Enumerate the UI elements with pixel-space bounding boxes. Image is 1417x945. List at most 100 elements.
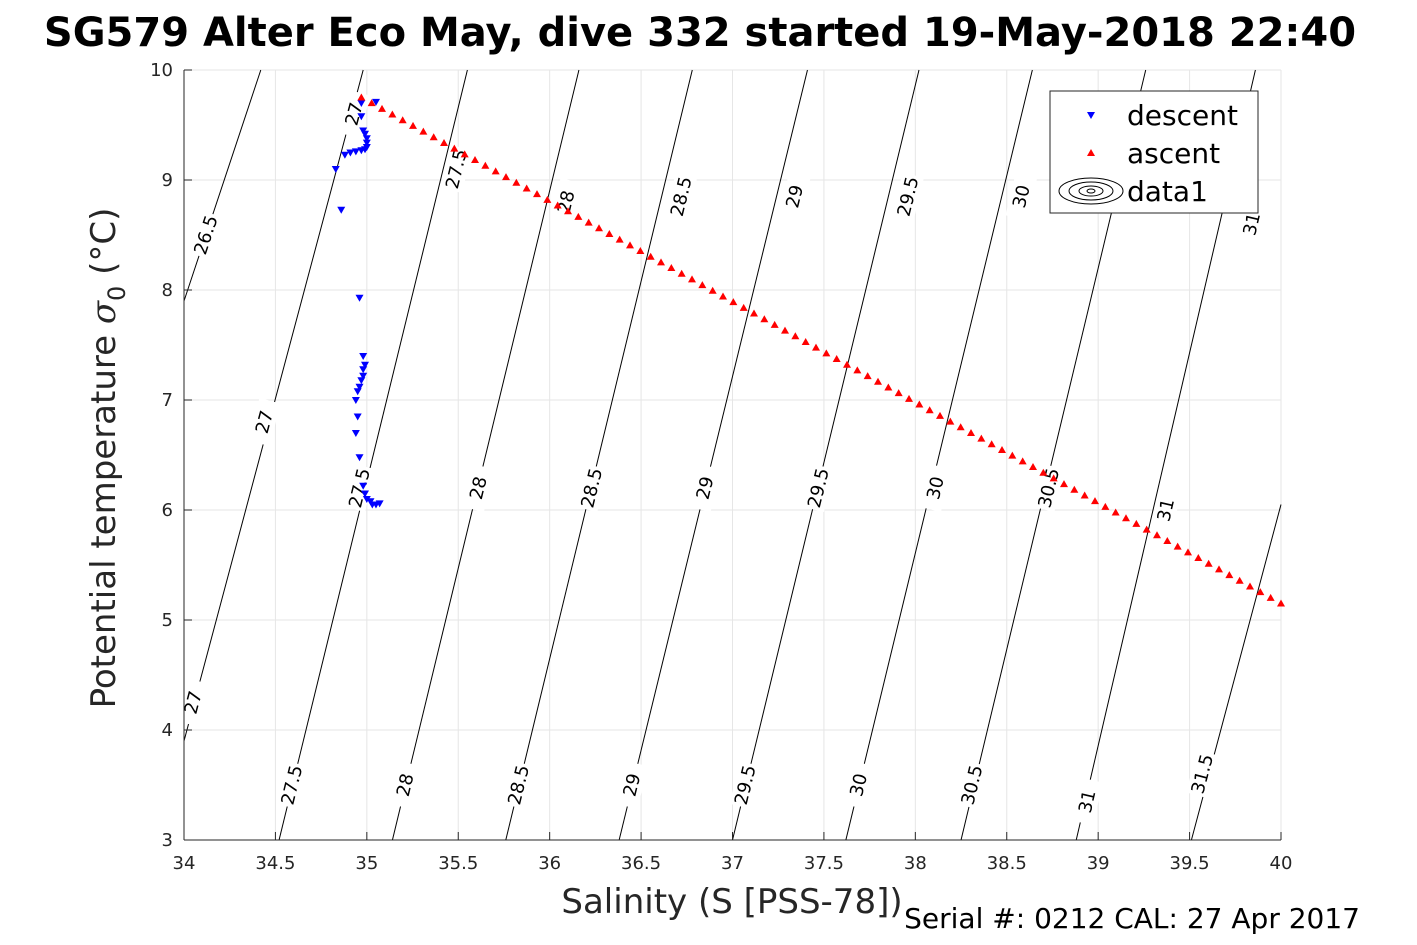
ascent-point	[367, 99, 376, 107]
ascent-point	[863, 372, 872, 380]
ascent-point	[894, 389, 903, 397]
contour-line	[278, 69, 468, 841]
contour-label-bg	[1150, 486, 1182, 534]
contour-label-text: 31	[1239, 211, 1265, 238]
contour-label-text: 31	[1075, 788, 1101, 815]
descent-point	[337, 206, 346, 214]
ascent-point	[388, 110, 397, 118]
ascent-point	[1049, 474, 1058, 482]
legend: descent ascent data1	[1049, 90, 1259, 214]
contour-label-bg	[502, 761, 535, 809]
ascent-point	[1246, 582, 1255, 590]
contour-label-bg	[248, 397, 281, 447]
legend-descent-label: descent	[1127, 99, 1238, 132]
y-tick-label: 5	[162, 610, 173, 631]
contour-label-text: 28	[393, 772, 419, 799]
contour-label-bg	[778, 172, 811, 221]
y-tick-label: 4	[162, 720, 173, 741]
descent-point	[357, 113, 366, 121]
contour-label-bg	[575, 464, 608, 512]
ascent-point	[770, 320, 779, 328]
contour-label: 31	[1150, 486, 1182, 534]
ascent-point	[1215, 565, 1224, 573]
legend-data1-label: data1	[1127, 175, 1208, 208]
ascent-point	[1111, 508, 1120, 516]
descent-point	[331, 166, 340, 173]
y-tick-label: 8	[162, 280, 173, 301]
ascent-point	[502, 173, 511, 181]
contour-label-bg	[1032, 464, 1065, 512]
y-tick-label: 10	[150, 60, 173, 81]
ascent-point	[1235, 576, 1244, 584]
ascent-point	[553, 201, 562, 209]
ascent-point	[605, 229, 614, 237]
contour-label-bg	[842, 761, 875, 809]
ascent-point	[543, 195, 552, 203]
descent-point	[359, 372, 368, 380]
contour-label-bg	[689, 464, 721, 512]
y-tick-label: 7	[162, 390, 173, 411]
ascent-point	[801, 337, 810, 345]
descent-point	[359, 353, 368, 360]
ascent-point	[1204, 559, 1213, 567]
ascent-point	[1194, 554, 1203, 562]
ascent-point	[1039, 468, 1048, 476]
ascent-point	[1070, 485, 1079, 493]
descent-point	[355, 383, 364, 391]
ascent-point	[419, 127, 428, 135]
ascent-point	[1184, 548, 1193, 556]
x-tick-label: 35	[355, 853, 378, 874]
ascent-point	[967, 428, 976, 436]
contour-lines	[183, 69, 1282, 841]
contour-label: 30	[919, 464, 952, 512]
ascent-point	[595, 224, 604, 232]
ascent-point	[915, 400, 924, 408]
ascent-point	[1091, 497, 1100, 505]
ascent-point	[843, 360, 852, 368]
ascent-point	[987, 440, 996, 448]
descent-point	[351, 148, 360, 156]
contour-line	[618, 69, 808, 841]
contour-label-bg	[1005, 172, 1038, 221]
contour-label-bg	[802, 464, 835, 512]
ascent-series	[357, 93, 1285, 607]
descent-point	[353, 413, 362, 421]
contour-label: 30	[842, 761, 875, 809]
x-tick-label: 36.5	[621, 853, 661, 874]
x-tick-label: 39	[1087, 853, 1110, 874]
y-axis-ticks: 3 4 5 6 7 8 9 10	[150, 60, 192, 851]
x-axis-label: Salinity (S [PSS-78])	[561, 882, 902, 922]
ascent-point	[832, 355, 841, 363]
ascent-point	[533, 190, 542, 198]
x-tick-label: 37	[721, 853, 744, 874]
ascent-point	[1008, 451, 1017, 459]
ascent-point	[760, 315, 769, 323]
ascent-point	[936, 411, 945, 419]
ascent-point	[977, 434, 986, 442]
contour-label-bg	[1186, 749, 1219, 799]
contour-label-bg	[919, 464, 952, 512]
ascent-point	[1101, 502, 1110, 510]
descent-point	[340, 151, 349, 159]
y-tick-label: 3	[162, 830, 173, 851]
ascent-point	[450, 144, 459, 152]
contour-label-bg	[462, 464, 495, 512]
contour-label: 30.5	[956, 761, 988, 809]
ascent-point	[1132, 519, 1141, 527]
contour-label-text: 30	[1009, 183, 1035, 210]
descent-point	[357, 100, 366, 107]
descent-point	[361, 490, 370, 498]
descent-point	[362, 144, 371, 151]
ascent-point	[719, 292, 728, 300]
ascent-point	[460, 150, 469, 158]
ascent-point	[1256, 588, 1265, 596]
x-tick-label: 37.5	[804, 853, 844, 874]
ascent-point	[574, 212, 583, 220]
contour-labels: 26.527272727.527.527.528282828.528.528.5…	[176, 89, 1268, 826]
x-tick-label: 36	[538, 853, 561, 874]
descent-point	[355, 294, 364, 302]
ascent-point	[1060, 480, 1069, 488]
contour-label-bg	[550, 178, 582, 226]
ascent-point	[1163, 536, 1172, 544]
